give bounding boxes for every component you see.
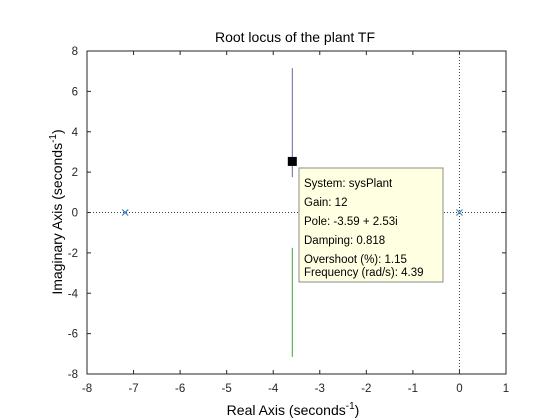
datatip-line: Overshoot (%): 1.15: [304, 254, 407, 266]
selected-point-group[interactable]: [287, 156, 297, 166]
reference-lines: [87, 51, 506, 374]
datatip-line: Damping: 0.818: [304, 235, 385, 247]
datatip-line: Gain: 12: [304, 197, 347, 209]
pole-marker[interactable]: [456, 209, 463, 216]
datatip-line: Frequency (rad/s): 4.39: [304, 267, 424, 279]
chart-title: Root locus of the plant TF: [215, 29, 375, 45]
datatip-box: [298, 167, 444, 283]
pole-marker[interactable]: [121, 209, 129, 216]
y-tick-label: -4: [68, 288, 79, 300]
y-axis-label: Imaginary Axis (seconds-1): [48, 129, 65, 294]
x-tick-label: 1: [503, 383, 509, 395]
x-axis-label: Real Axis (seconds-1): [227, 401, 360, 418]
datatip-line: Pole: -3.59 + 2.53i: [304, 216, 398, 228]
open-loop-poles: [121, 209, 463, 216]
datatip[interactable]: System: sysPlant Gain: 12 Pole: -3.59 + …: [298, 167, 444, 283]
y-tick-label: -8: [68, 369, 78, 381]
y-axis-label-group: Imaginary Axis (seconds-1): [48, 129, 65, 294]
y-tick-label: 4: [72, 127, 79, 139]
y-tick-label: 8: [72, 46, 78, 58]
x-tick-label: -5: [222, 383, 232, 395]
x-tick-label: -3: [315, 383, 325, 395]
y-tick-label: -6: [68, 329, 78, 341]
selected-point-marker[interactable]: [287, 156, 297, 166]
x-tick-label: -1: [408, 383, 418, 395]
pole-marker-stroke: [456, 209, 463, 216]
x-axis: -8 -7 -6 -5 -4 -3 -2 -1 0 1: [82, 51, 509, 395]
x-tick-label: 0: [456, 383, 462, 395]
datatip-line: System: sysPlant: [304, 178, 393, 190]
y-tick-label: 0: [72, 208, 78, 220]
x-tick-label: -2: [361, 383, 371, 395]
x-tick-label: -7: [128, 383, 138, 395]
x-tick-label: -4: [268, 383, 279, 395]
y-tick-label: 2: [72, 167, 78, 179]
x-tick-label: -8: [82, 383, 92, 395]
y-tick-label: -2: [68, 248, 78, 260]
x-tick-label: -6: [175, 383, 185, 395]
pole-marker-stroke: [121, 209, 129, 216]
y-tick-label: 6: [72, 86, 78, 98]
